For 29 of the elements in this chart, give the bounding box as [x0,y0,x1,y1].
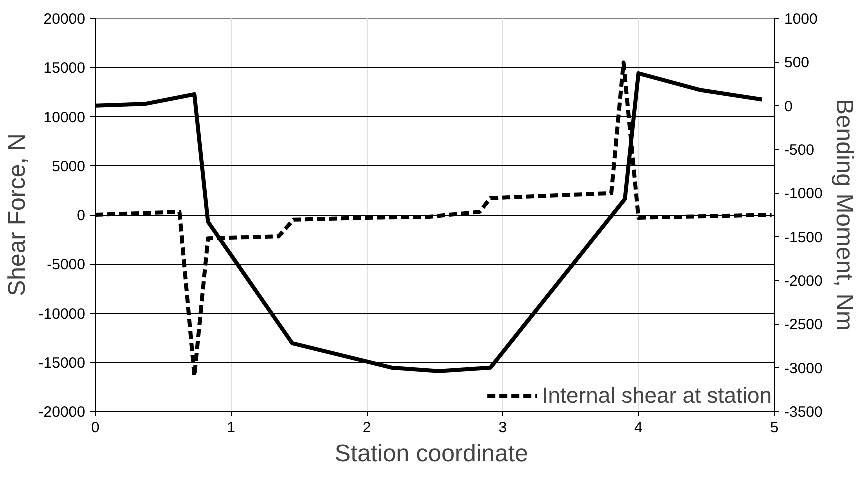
x-tick-label: 2 [362,420,372,436]
y2-tick-label: 500 [784,54,810,72]
y-tick-label: 10000 [44,109,86,126]
y2-tick-label: 1000 [784,11,818,28]
x-axis-title: Station coordinate [334,440,528,468]
y-tick-label: -10000 [38,306,86,323]
y-tick-label: -15000 [38,354,86,372]
y2-tick-label: -3000 [784,360,823,378]
x-tick-label: 0 [91,420,100,436]
x-tick-label: 1 [227,420,236,436]
y2-tick-label: 0 [784,98,793,116]
y2-tick-label: -2000 [784,273,823,290]
y-tick-label: 5000 [52,158,86,176]
y2-tick-label: -1000 [784,186,823,203]
y-tick-label: 20000 [44,11,86,28]
y2-axis-title: Bending Moment, Nm [830,98,858,332]
y2-tick-label: -2500 [784,316,823,334]
y2-tick-label: -1500 [784,229,823,246]
y2-tick-label: -3500 [784,404,823,421]
y-tick-label: 0 [77,208,86,224]
x-tick-label: 5 [770,420,779,436]
x-tick-label: 4 [634,420,643,436]
y-tick-label: -5000 [47,256,86,274]
y-tick-label: -20000 [38,404,86,421]
legend-label: Internal shear at station [542,383,772,409]
x-tick-label: 3 [498,420,508,436]
y-tick-label: 15000 [44,60,86,78]
y2-tick-label: -500 [784,142,815,159]
y-axis-title: Shear Force, N [4,134,31,296]
